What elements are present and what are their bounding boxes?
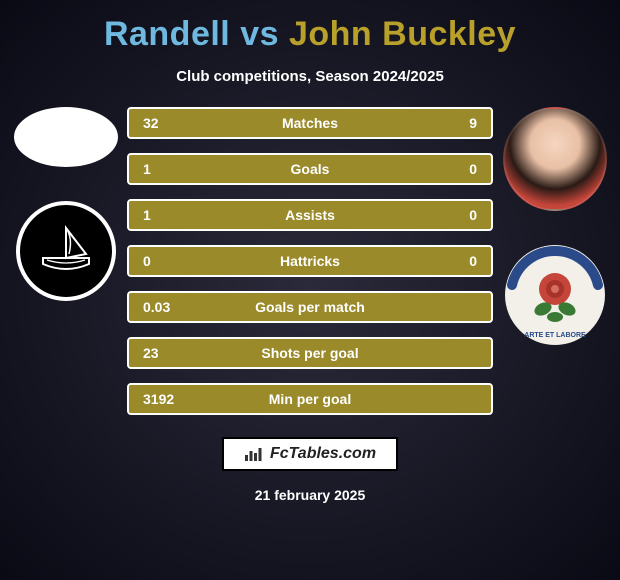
stat-right-value: 0 [437,253,477,269]
stat-label: Assists [183,207,437,223]
right-column: ARTE ET LABORE [497,107,612,415]
stat-right-value: 0 [437,207,477,223]
left-column [8,107,123,415]
stat-row: 3192 Min per goal [127,383,493,415]
stat-label: Goals [183,161,437,177]
subtitle: Club competitions, Season 2024/2025 [176,68,444,85]
stat-row: 1 Goals 0 [127,153,493,185]
player1-avatar [14,107,118,167]
stat-left-value: 0 [143,253,183,269]
stat-row: 23 Shots per goal [127,337,493,369]
brand-text: FcTables.com [270,445,376,463]
bar-chart-icon [244,446,264,462]
stat-left-value: 23 [143,345,183,361]
player2-avatar [503,107,607,211]
brand-badge[interactable]: FcTables.com [222,437,398,471]
stat-label: Matches [183,115,437,131]
stat-label: Min per goal [183,391,437,407]
svg-text:ARTE ET LABORE: ARTE ET LABORE [524,332,586,339]
vs-word: vs [240,15,279,53]
stat-label: Shots per goal [183,345,437,361]
date-text: 21 february 2025 [255,487,366,503]
stats-column: 32 Matches 9 1 Goals 0 1 Assists 0 0 Hat… [123,107,497,415]
stat-row: 0 Hattricks 0 [127,245,493,277]
boat-icon [31,216,101,286]
player1-crest [16,201,116,301]
rose-crest-icon: ARTE ET LABORE [505,245,605,345]
content-row: 32 Matches 9 1 Goals 0 1 Assists 0 0 Hat… [0,107,620,415]
player2-name: John Buckley [289,15,516,53]
comparison-card: Randell vs John Buckley Club competition… [0,0,620,580]
page-title: Randell vs John Buckley [104,15,516,54]
stat-left-value: 0.03 [143,299,183,315]
stat-left-value: 1 [143,207,183,223]
stat-row: 0.03 Goals per match [127,291,493,323]
stat-left-value: 3192 [143,391,183,407]
stat-row: 32 Matches 9 [127,107,493,139]
player1-name: Randell [104,15,230,53]
stat-left-value: 32 [143,115,183,131]
player2-crest: ARTE ET LABORE [505,245,605,345]
stat-right-value: 0 [437,161,477,177]
stat-left-value: 1 [143,161,183,177]
stat-right-value: 9 [437,115,477,131]
stat-row: 1 Assists 0 [127,199,493,231]
stat-label: Hattricks [183,253,437,269]
stat-label: Goals per match [183,299,437,315]
